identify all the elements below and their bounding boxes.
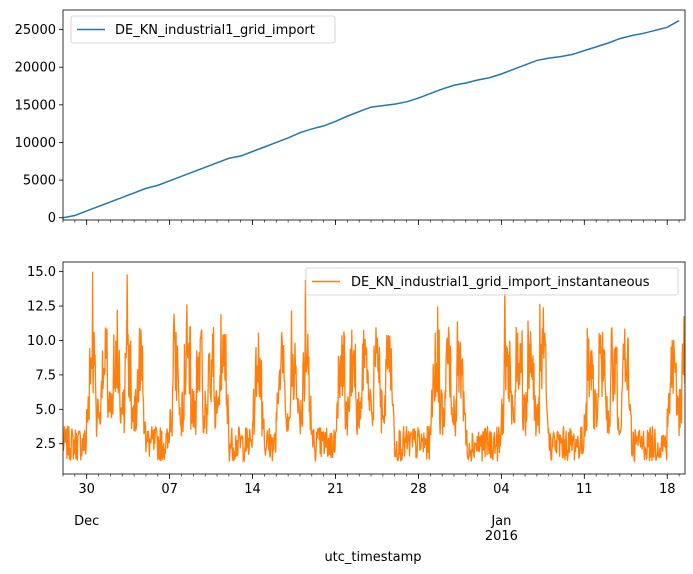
top-y-tick-label: 20000 [15,61,56,76]
bottom-y-tick-label: 7.5 [35,368,56,383]
x-tick-label: 07 [161,482,178,497]
x-tick-minor-label: Jan 2016 [485,514,518,544]
x-tick-label: 14 [244,482,261,497]
bottom-legend: DE_KN_industrial1_grid_import_instantane… [305,267,679,296]
bottom-y-tick-label: 10.0 [27,334,56,349]
bottom-legend-label: DE_KN_industrial1_grid_import_instantane… [351,275,650,290]
bottom-y-tick-label: 12.5 [27,300,56,315]
top-y-tick-label: 25000 [15,23,56,38]
bottom-y-tick-label: 5.0 [35,403,56,418]
top-legend-label: DE_KN_industrial1_grid_import [115,23,315,38]
series-line-grid-import [63,19,680,219]
x-tick-label: 04 [493,482,510,497]
bottom-legend-box [305,267,679,296]
bottom-y-tick-label: 2.5 [35,437,56,452]
bottom-axes: 2.5 5.0 7.5 10.0 12.5 15.0 30 Dec 07 14 21 28 04 Jan… [27,261,686,565]
x-tick-label: 28 [410,482,427,497]
top-axes: 0 5000 10000 15000 20000 25000 DE_KN_industri… [15,9,686,226]
x-axis-label: utc_timestamp [324,550,421,565]
x-tick-label: 30 [78,482,95,497]
top-y-tick-label: 10000 [15,136,56,151]
top-y-ticks: 0 5000 10000 15000 20000 25000 [15,23,63,226]
x-tick-label: 18 [659,482,676,497]
x-tick-label: 11 [576,482,593,497]
x-tick-minor-label: Dec [74,514,99,529]
top-legend: DE_KN_industrial1_grid_import [70,15,336,44]
top-y-tick-label: 5000 [23,174,56,189]
top-y-tick-label: 15000 [15,98,56,113]
bottom-axes-frame [62,261,686,475]
x-tick-label: 21 [327,482,344,497]
top-x-minor-ticks [62,220,680,225]
top-y-tick-label: 0 [48,211,56,226]
series-line-grid-import-instantaneous [63,271,685,464]
top-axes-frame [62,9,686,221]
bottom-y-tick-label: 15.0 [27,265,56,280]
bottom-x-ticks: 30 Dec 07 14 21 28 04 Jan 2016 11 18 [62,474,680,544]
top-legend-box [70,15,336,44]
top-plot-area [63,10,685,220]
bottom-y-ticks: 2.5 5.0 7.5 10.0 12.5 15.0 [27,265,63,452]
